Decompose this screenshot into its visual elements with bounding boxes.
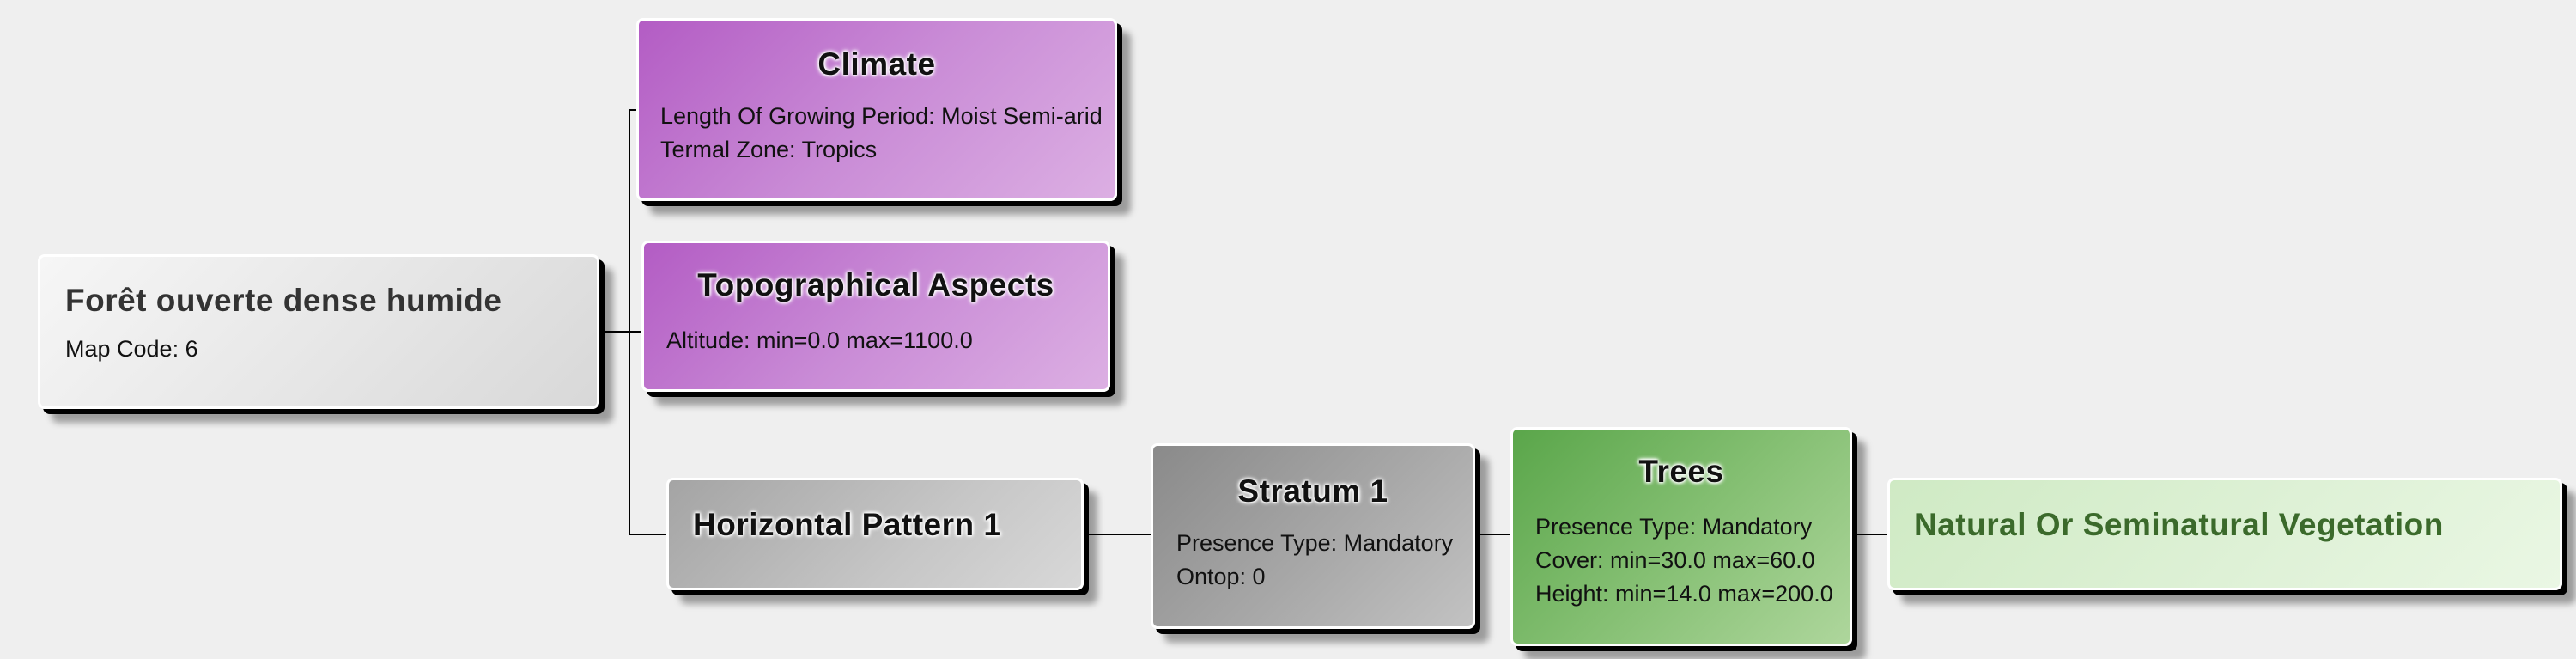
trees-height: Height: min=14.0 max=200.0 [1535,581,1833,607]
stratum-node-attributes: Presence Type: Mandatory Ontop: 0 [1176,527,1473,594]
root-node-title: Forêt ouverte dense humide [65,283,502,318]
vegetation-node[interactable]: Natural Or Seminatural Vegetation [1887,478,2562,590]
trees-presence-type: Presence Type: Mandatory [1535,514,1813,540]
topography-node-attributes: Altitude: min=0.0 max=1100.0 [666,324,1108,357]
stratum-node[interactable]: Stratum 1 Presence Type: Mandatory Ontop… [1151,443,1475,629]
root-node[interactable]: Forêt ouverte dense humide Map Code: 6 [38,254,599,409]
topography-altitude: Altitude: min=0.0 max=1100.0 [666,327,973,353]
vegetation-node-title: Natural Or Seminatural Vegetation [1914,507,2444,542]
stratum-presence-type: Presence Type: Mandatory [1176,530,1454,556]
climate-node[interactable]: Climate Length Of Growing Period: Moist … [636,18,1117,201]
climate-termal-zone: Termal Zone: Tropics [660,137,878,162]
horizontal-pattern-node[interactable]: Horizontal Pattern 1 [666,478,1084,590]
stratum-node-title: Stratum 1 [1237,473,1388,509]
trees-node-title: Trees [1638,454,1724,489]
topography-node[interactable]: Topographical Aspects Altitude: min=0.0 … [641,241,1110,392]
root-node-attributes: Map Code: 6 [65,333,597,366]
climate-node-attributes: Length Of Growing Period: Moist Semi-ari… [660,100,1115,167]
trees-node-attributes: Presence Type: Mandatory Cover: min=30.0… [1535,510,1850,611]
trees-cover: Cover: min=30.0 max=60.0 [1535,547,1815,573]
root-map-code: Map Code: 6 [65,336,198,362]
climate-growing-period: Length Of Growing Period: Moist Semi-ari… [660,103,1103,129]
horizontal-pattern-node-title: Horizontal Pattern 1 [693,507,1002,542]
climate-node-title: Climate [817,46,936,82]
stratum-ontop: Ontop: 0 [1176,564,1266,589]
trees-node[interactable]: Trees Presence Type: Mandatory Cover: mi… [1510,427,1852,646]
topography-node-title: Topographical Aspects [697,267,1054,302]
